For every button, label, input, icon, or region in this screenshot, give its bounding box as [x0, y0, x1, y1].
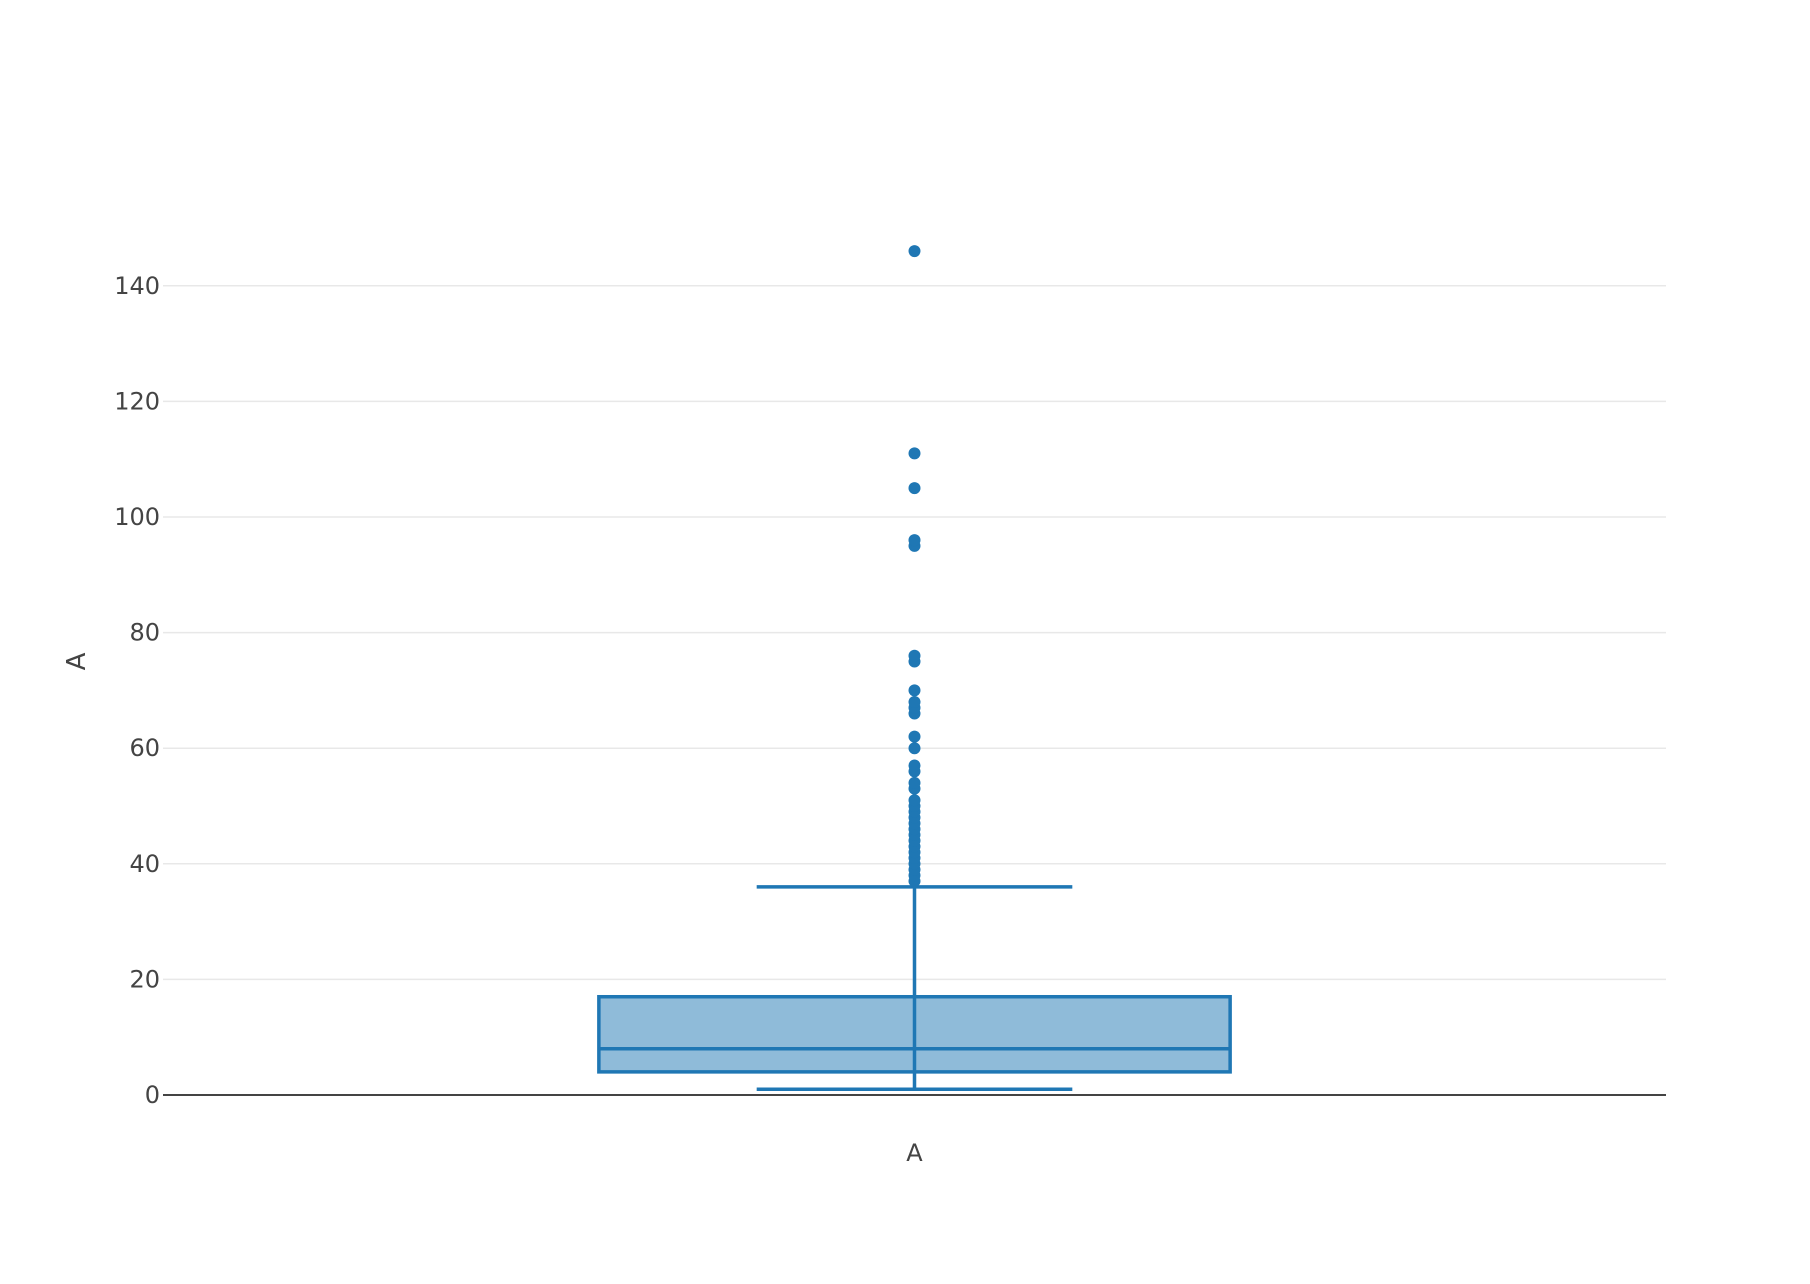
- outlier-point[interactable]: [908, 794, 921, 807]
- outlier-point[interactable]: [908, 742, 921, 755]
- outlier-point[interactable]: [908, 447, 921, 460]
- outlier-point[interactable]: [908, 482, 921, 495]
- outlier-point[interactable]: [908, 534, 921, 547]
- y-gridlines: [163, 285, 1666, 1096]
- outlier-point[interactable]: [908, 776, 921, 789]
- y-tick-label: 80: [129, 619, 160, 647]
- outlier-point[interactable]: [908, 649, 921, 662]
- x-tick-label: A: [906, 1139, 923, 1167]
- y-tick-label: 140: [114, 272, 160, 300]
- y-tick-label: 100: [114, 503, 160, 531]
- outlier-point[interactable]: [908, 684, 921, 697]
- y-tick-label: 0: [145, 1081, 160, 1109]
- y-axis-title: A: [62, 652, 92, 670]
- outlier-point[interactable]: [908, 695, 921, 708]
- outlier-points[interactable]: [908, 245, 921, 888]
- outlier-point[interactable]: [908, 759, 921, 772]
- box-trace[interactable]: [597, 885, 1232, 1091]
- iqr-box[interactable]: [597, 994, 1232, 1074]
- y-tick-label: 40: [129, 850, 160, 878]
- outlier-point[interactable]: [908, 730, 921, 743]
- x-tick-labels: A: [906, 1139, 923, 1167]
- y-tick-label: 20: [129, 965, 160, 993]
- y-tick-label: 60: [129, 734, 160, 762]
- outlier-point[interactable]: [908, 245, 921, 258]
- y-tick-label: 120: [114, 387, 160, 415]
- y-tick-labels: 0 20 40 60 80 100 120 140: [114, 272, 160, 1109]
